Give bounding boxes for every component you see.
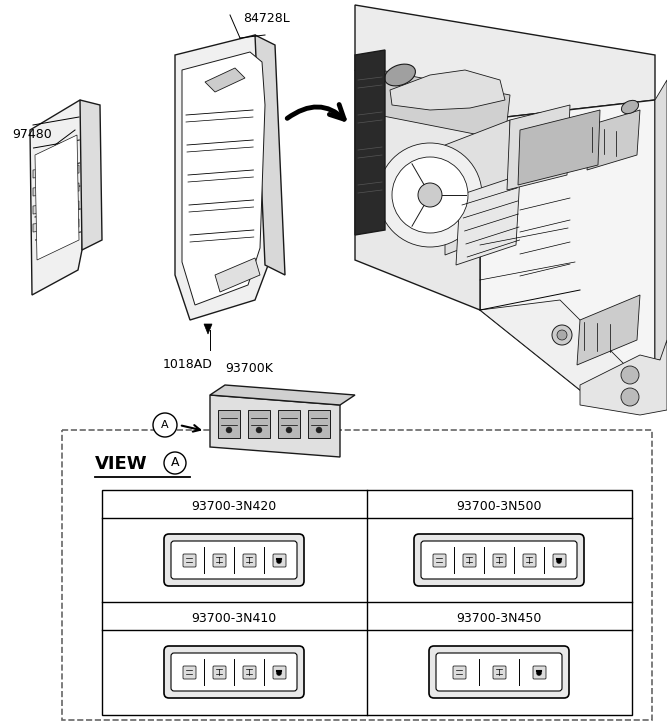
Polygon shape (390, 70, 505, 110)
Text: VIEW: VIEW (95, 455, 147, 473)
Polygon shape (587, 110, 640, 170)
Circle shape (256, 427, 262, 433)
FancyBboxPatch shape (273, 554, 286, 567)
Bar (102, 490, 632, 715)
FancyBboxPatch shape (213, 666, 226, 679)
FancyBboxPatch shape (164, 534, 304, 586)
Polygon shape (182, 52, 265, 305)
Polygon shape (445, 120, 510, 255)
Polygon shape (175, 35, 275, 320)
Polygon shape (205, 68, 245, 92)
Polygon shape (355, 5, 655, 120)
Polygon shape (215, 258, 260, 292)
Circle shape (556, 558, 562, 563)
FancyBboxPatch shape (553, 554, 566, 567)
FancyBboxPatch shape (171, 541, 297, 579)
Circle shape (316, 427, 322, 433)
FancyBboxPatch shape (273, 666, 286, 679)
Polygon shape (33, 201, 79, 214)
Text: 97480: 97480 (12, 129, 52, 142)
Circle shape (536, 670, 542, 675)
Circle shape (378, 143, 482, 247)
Circle shape (286, 427, 292, 433)
FancyBboxPatch shape (421, 541, 577, 579)
Polygon shape (308, 410, 330, 438)
Polygon shape (378, 70, 510, 140)
Bar (62, 430, 652, 720)
FancyBboxPatch shape (243, 554, 256, 567)
Polygon shape (30, 100, 85, 295)
FancyBboxPatch shape (429, 646, 569, 698)
Text: 93700-3N410: 93700-3N410 (191, 611, 277, 624)
Polygon shape (278, 410, 300, 438)
Text: A: A (171, 457, 179, 470)
FancyBboxPatch shape (493, 666, 506, 679)
Polygon shape (204, 324, 212, 334)
FancyBboxPatch shape (164, 646, 304, 698)
Polygon shape (35, 135, 79, 260)
Polygon shape (218, 410, 240, 438)
FancyBboxPatch shape (523, 554, 536, 567)
Text: A: A (161, 420, 169, 430)
Polygon shape (255, 35, 285, 275)
Circle shape (277, 558, 281, 563)
Polygon shape (577, 295, 640, 365)
Polygon shape (655, 80, 667, 360)
Circle shape (418, 183, 442, 207)
Text: 93700-3N420: 93700-3N420 (191, 499, 277, 513)
Circle shape (226, 427, 232, 433)
Circle shape (557, 330, 567, 340)
Polygon shape (80, 100, 102, 250)
Circle shape (153, 413, 177, 437)
Polygon shape (33, 183, 79, 196)
FancyBboxPatch shape (183, 554, 196, 567)
Circle shape (277, 670, 281, 675)
Circle shape (621, 388, 639, 406)
Polygon shape (355, 50, 385, 235)
Polygon shape (210, 395, 340, 457)
Polygon shape (507, 105, 570, 190)
Polygon shape (33, 165, 79, 178)
Text: 93700-3N500: 93700-3N500 (456, 499, 542, 513)
Polygon shape (480, 300, 640, 390)
Ellipse shape (622, 100, 638, 113)
Polygon shape (480, 100, 655, 390)
FancyBboxPatch shape (183, 666, 196, 679)
Text: 93700K: 93700K (225, 362, 273, 375)
FancyBboxPatch shape (414, 534, 584, 586)
FancyBboxPatch shape (243, 666, 256, 679)
FancyBboxPatch shape (533, 666, 546, 679)
Polygon shape (210, 385, 355, 405)
FancyBboxPatch shape (433, 554, 446, 567)
Polygon shape (456, 175, 520, 265)
Polygon shape (248, 410, 270, 438)
Polygon shape (518, 110, 600, 185)
Circle shape (552, 325, 572, 345)
Circle shape (392, 157, 468, 233)
FancyBboxPatch shape (463, 554, 476, 567)
Circle shape (621, 366, 639, 384)
FancyBboxPatch shape (493, 554, 506, 567)
Polygon shape (33, 219, 79, 232)
Ellipse shape (385, 64, 416, 86)
FancyBboxPatch shape (213, 554, 226, 567)
Text: 84728L: 84728L (243, 12, 289, 25)
Text: 93700-3N450: 93700-3N450 (456, 611, 542, 624)
FancyBboxPatch shape (171, 653, 297, 691)
Circle shape (164, 452, 186, 474)
Polygon shape (580, 340, 667, 415)
Text: 1018AD: 1018AD (163, 358, 213, 371)
Polygon shape (355, 70, 480, 310)
FancyBboxPatch shape (436, 653, 562, 691)
FancyBboxPatch shape (453, 666, 466, 679)
